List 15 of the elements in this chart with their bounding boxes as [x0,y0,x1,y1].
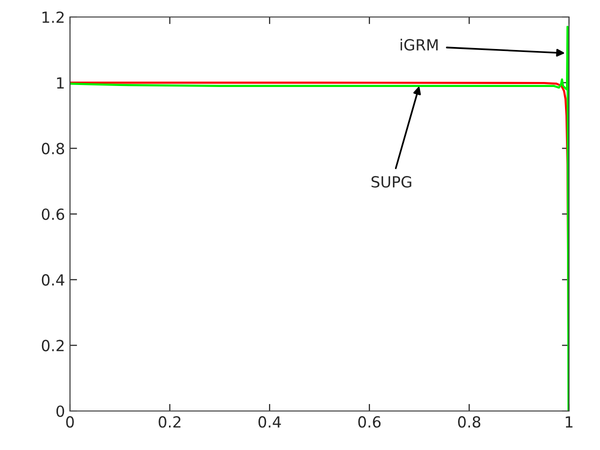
x-tick-label: 0.2 [158,416,180,428]
x-tick-label: 1 [566,416,572,428]
y-tick-label: 1 [57,77,64,88]
annotation: SUPG [372,176,412,188]
annotation: iGRM [400,38,438,51]
x-tick-label: 0.4 [258,416,281,428]
y-tick-label: 0 [56,405,64,418]
x-tick-label: 0.6 [358,416,381,428]
x-tick-label: 0 [66,416,74,428]
y-tick-label: 1.2 [42,11,64,23]
y-tick-label: 0.8 [42,142,64,154]
y-tick-label: 0.2 [42,340,64,352]
y-tick-label: 0.6 [42,208,64,220]
x-tick-label: 0.8 [458,416,480,428]
y-tick-label: 0.4 [42,274,64,286]
